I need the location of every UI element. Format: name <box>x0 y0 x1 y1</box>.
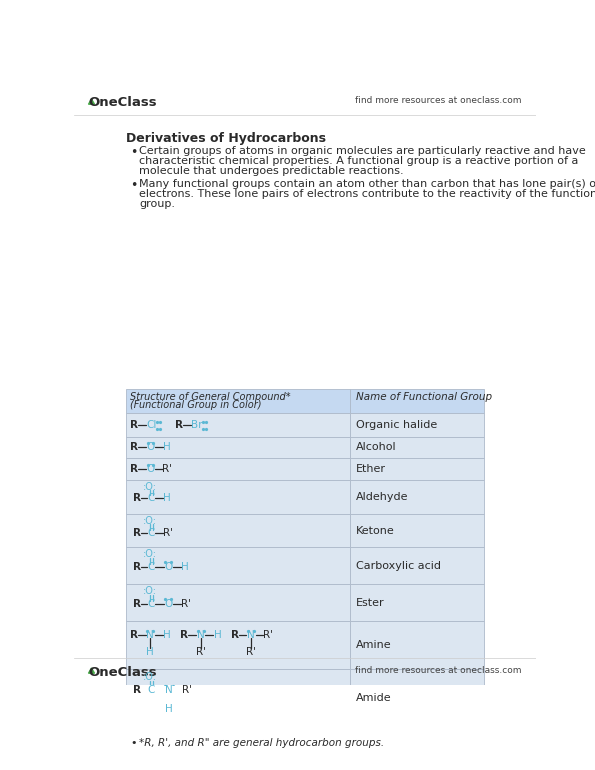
Text: H: H <box>146 648 154 657</box>
Text: O: O <box>146 464 155 474</box>
Text: N: N <box>146 631 154 640</box>
Bar <box>126 547 349 584</box>
Text: Aldehyde: Aldehyde <box>356 492 408 501</box>
Text: Amine: Amine <box>356 641 392 650</box>
Bar <box>349 437 484 458</box>
Text: R': R' <box>196 648 206 657</box>
Bar <box>126 437 349 458</box>
Text: :O:: :O: <box>143 672 157 681</box>
Text: Certain groups of atoms in organic molecules are particularly reactive and have: Certain groups of atoms in organic molec… <box>139 146 586 156</box>
Text: *R, R', and R" are general hydrocarbon groups.: *R, R', and R" are general hydrocarbon g… <box>139 738 384 748</box>
Text: R: R <box>175 420 183 430</box>
Text: N: N <box>247 631 255 640</box>
Bar <box>349 514 484 547</box>
Text: C: C <box>148 685 155 695</box>
Text: H: H <box>214 631 221 640</box>
Text: H: H <box>181 562 189 571</box>
Text: O: O <box>164 599 173 608</box>
Text: R: R <box>130 631 138 640</box>
Text: C: C <box>148 528 155 537</box>
Bar <box>349 584 484 621</box>
Text: Cl: Cl <box>146 420 156 430</box>
Text: find more resources at oneclass.com: find more resources at oneclass.com <box>355 95 522 105</box>
Text: R': R' <box>181 685 192 695</box>
Text: C: C <box>148 494 155 503</box>
Text: :O:: :O: <box>143 587 157 596</box>
Bar <box>126 514 349 547</box>
Text: R: R <box>130 443 138 452</box>
Text: C: C <box>148 562 155 571</box>
Text: find more resources at oneclass.com: find more resources at oneclass.com <box>355 665 522 675</box>
Text: R: R <box>180 631 189 640</box>
Text: :O:: :O: <box>143 516 157 525</box>
Bar <box>349 547 484 584</box>
Text: Structure of General Compound*: Structure of General Compound* <box>130 392 291 402</box>
Text: OneClass: OneClass <box>88 666 157 679</box>
Bar <box>126 584 349 621</box>
Text: Derivatives of Hydrocarbons: Derivatives of Hydrocarbons <box>126 132 326 146</box>
Text: O: O <box>146 443 155 452</box>
Text: electrons. These lone pairs of electrons contribute to the reactivity of the fun: electrons. These lone pairs of electrons… <box>139 189 595 199</box>
Text: R': R' <box>246 648 256 657</box>
Text: R: R <box>231 631 239 640</box>
Text: Ether: Ether <box>356 464 386 474</box>
Text: Name of Functional Group: Name of Functional Group <box>356 392 492 401</box>
Text: •: • <box>130 146 137 159</box>
Text: Br: Br <box>191 420 202 430</box>
Bar <box>126 621 349 669</box>
Text: H: H <box>162 443 171 452</box>
Text: N: N <box>165 685 173 695</box>
Text: molecule that undergoes predictable reactions.: molecule that undergoes predictable reac… <box>139 166 404 176</box>
Text: H: H <box>164 631 171 640</box>
Text: R: R <box>130 464 138 474</box>
Text: OneClass: OneClass <box>88 96 157 109</box>
Text: N: N <box>197 631 205 640</box>
Text: characteristic chemical properties. A functional group is a reactive portion of : characteristic chemical properties. A fu… <box>139 156 579 166</box>
Text: Ketone: Ketone <box>356 526 394 535</box>
Text: •: • <box>130 179 137 192</box>
Bar <box>126 669 349 727</box>
Text: R': R' <box>181 599 191 608</box>
Text: Many functional groups contain an atom other than carbon that has lone pair(s) o: Many functional groups contain an atom o… <box>139 179 595 189</box>
Text: H: H <box>165 705 173 714</box>
Text: R': R' <box>162 464 173 474</box>
Text: Carboxylic acid: Carboxylic acid <box>356 561 441 571</box>
Bar <box>349 669 484 727</box>
Text: R: R <box>133 599 141 608</box>
Text: R': R' <box>263 631 273 640</box>
Text: R: R <box>133 562 141 571</box>
Text: Organic halide: Organic halide <box>356 420 437 430</box>
Text: :O:: :O: <box>143 550 157 559</box>
Bar <box>126 458 349 480</box>
Bar <box>349 413 484 437</box>
Text: Ester: Ester <box>356 598 384 608</box>
Text: O: O <box>164 562 173 571</box>
Bar <box>126 480 349 514</box>
Text: H: H <box>164 494 171 503</box>
Text: R: R <box>133 528 141 537</box>
Text: R: R <box>133 494 141 503</box>
Text: •: • <box>130 738 137 748</box>
Bar <box>126 389 349 413</box>
Bar <box>349 389 484 413</box>
Text: Alcohol: Alcohol <box>356 443 396 452</box>
Text: (Functional Group in Color): (Functional Group in Color) <box>130 400 262 410</box>
Text: group.: group. <box>139 199 176 209</box>
Bar <box>349 480 484 514</box>
Text: C: C <box>148 599 155 608</box>
Bar <box>126 413 349 437</box>
Text: :O:: :O: <box>143 482 157 491</box>
Text: Amide: Amide <box>356 693 392 703</box>
Bar <box>349 458 484 480</box>
Bar <box>349 621 484 669</box>
Text: R': R' <box>163 528 173 537</box>
Text: R: R <box>130 420 138 430</box>
Text: R: R <box>133 685 141 695</box>
